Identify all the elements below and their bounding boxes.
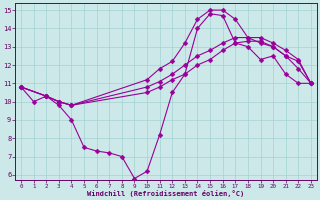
X-axis label: Windchill (Refroidissement éolien,°C): Windchill (Refroidissement éolien,°C) — [87, 190, 244, 197]
